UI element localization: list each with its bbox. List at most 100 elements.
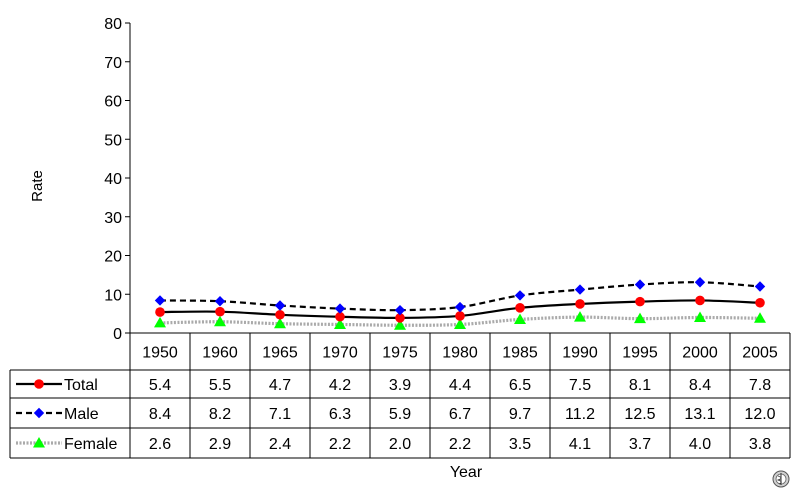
legend-marker-female [33, 437, 45, 448]
male-point [694, 277, 706, 288]
x-tick-label: 1950 [142, 345, 178, 362]
legend-marker-male [33, 407, 45, 419]
male-point [754, 281, 766, 292]
y-tick-label: 10 [104, 287, 122, 304]
data-label: 8.4 [149, 406, 171, 423]
data-label: 2.9 [209, 436, 231, 453]
data-label: 4.4 [449, 377, 471, 394]
data-label: 13.1 [684, 406, 715, 423]
data-label: 8.1 [629, 377, 651, 394]
data-label: 4.1 [569, 436, 591, 453]
female-point [454, 318, 466, 329]
data-label: 4.0 [689, 436, 711, 453]
y-tick-label: 40 [104, 171, 122, 188]
data-label: 2.2 [329, 436, 351, 453]
x-tick-label: 2005 [742, 345, 778, 362]
data-label: 12.5 [624, 406, 655, 423]
data-label: 11.2 [565, 406, 595, 423]
x-tick-label: 1975 [382, 345, 418, 362]
data-label: 2.0 [389, 436, 411, 453]
y-tick-label: 50 [104, 132, 122, 149]
male-point [394, 304, 406, 316]
data-label: 3.5 [509, 436, 531, 453]
total-point [695, 295, 705, 306]
data-label: 6.7 [449, 406, 471, 423]
y-axis: 0 10 20 30 40 50 60 70 80 [104, 16, 131, 343]
y-tick-label: 0 [113, 326, 122, 343]
series-line-female [159, 315, 761, 327]
x-tick-label: 1985 [502, 345, 538, 362]
male-point [274, 300, 286, 311]
total-point [575, 299, 585, 309]
y-tick-label: 60 [104, 94, 122, 111]
total-point [155, 307, 165, 317]
data-label: 2.4 [269, 436, 291, 453]
y-axis-title: Rate [29, 170, 46, 202]
x-axis-title: Year [450, 464, 483, 481]
data-label: 8.2 [209, 406, 231, 423]
female-point [394, 319, 406, 330]
male-point [634, 279, 646, 290]
data-label: 4.7 [269, 377, 291, 394]
y-tick-label: 70 [104, 55, 122, 72]
data-label: 12.0 [744, 406, 775, 423]
who-emblem-icon [772, 470, 790, 488]
legend-label: Female [64, 436, 117, 453]
x-tick-label: 1980 [442, 345, 478, 362]
data-label: 3.7 [629, 436, 651, 453]
female-point [154, 316, 166, 328]
y-tick-label: 30 [104, 210, 122, 227]
total-point [395, 313, 405, 323]
data-label: 2.6 [149, 436, 171, 453]
x-tick-label: 1960 [202, 345, 238, 362]
data-label: 3.8 [749, 436, 771, 453]
male-point [154, 295, 166, 306]
data-table: 1950 1960 1965 1970 1975 1980 1985 1990 1995 2000… [9, 332, 791, 459]
female-point [754, 312, 766, 323]
data-label: 7.8 [749, 377, 771, 394]
legend-label: Male [64, 406, 99, 423]
total-point [755, 297, 765, 308]
female-point [514, 313, 526, 324]
series-markers [154, 277, 766, 330]
x-tick-label: 2000 [682, 345, 718, 362]
x-tick-label: 1965 [262, 345, 298, 362]
data-label: 6.3 [329, 406, 351, 423]
male-point [454, 301, 466, 313]
data-label: 7.1 [269, 406, 291, 423]
y-tick-label: 80 [104, 16, 122, 33]
data-label: 5.9 [389, 406, 411, 423]
male-point [334, 303, 346, 314]
total-point [455, 311, 465, 321]
data-label: 2.2 [449, 436, 471, 453]
legend-label: Total [64, 377, 98, 394]
legend-marker-total [34, 379, 44, 389]
female-point [274, 317, 286, 329]
data-label: 6.5 [509, 377, 531, 394]
total-point [275, 309, 285, 320]
male-point [514, 290, 526, 301]
y-tick-label: 20 [104, 249, 122, 266]
data-label: 7.5 [569, 377, 591, 394]
total-point [635, 296, 645, 307]
female-point [694, 311, 706, 322]
female-point [214, 315, 226, 327]
x-tick-label: 1990 [562, 345, 598, 362]
male-point [574, 284, 586, 295]
x-tick-label: 1995 [622, 345, 658, 362]
data-label: 5.5 [209, 377, 231, 394]
data-label: 3.9 [389, 377, 411, 394]
data-label: 8.4 [689, 377, 711, 394]
data-label: 9.7 [509, 406, 531, 423]
data-label: 5.4 [149, 377, 171, 394]
x-tick-label: 1970 [322, 345, 358, 362]
total-point [515, 303, 525, 313]
data-label: 4.2 [329, 377, 351, 394]
female-point [334, 318, 346, 329]
total-point [335, 311, 345, 322]
male-point [214, 296, 226, 307]
female-point [634, 312, 646, 324]
total-point [215, 306, 225, 317]
female-point [574, 311, 586, 322]
